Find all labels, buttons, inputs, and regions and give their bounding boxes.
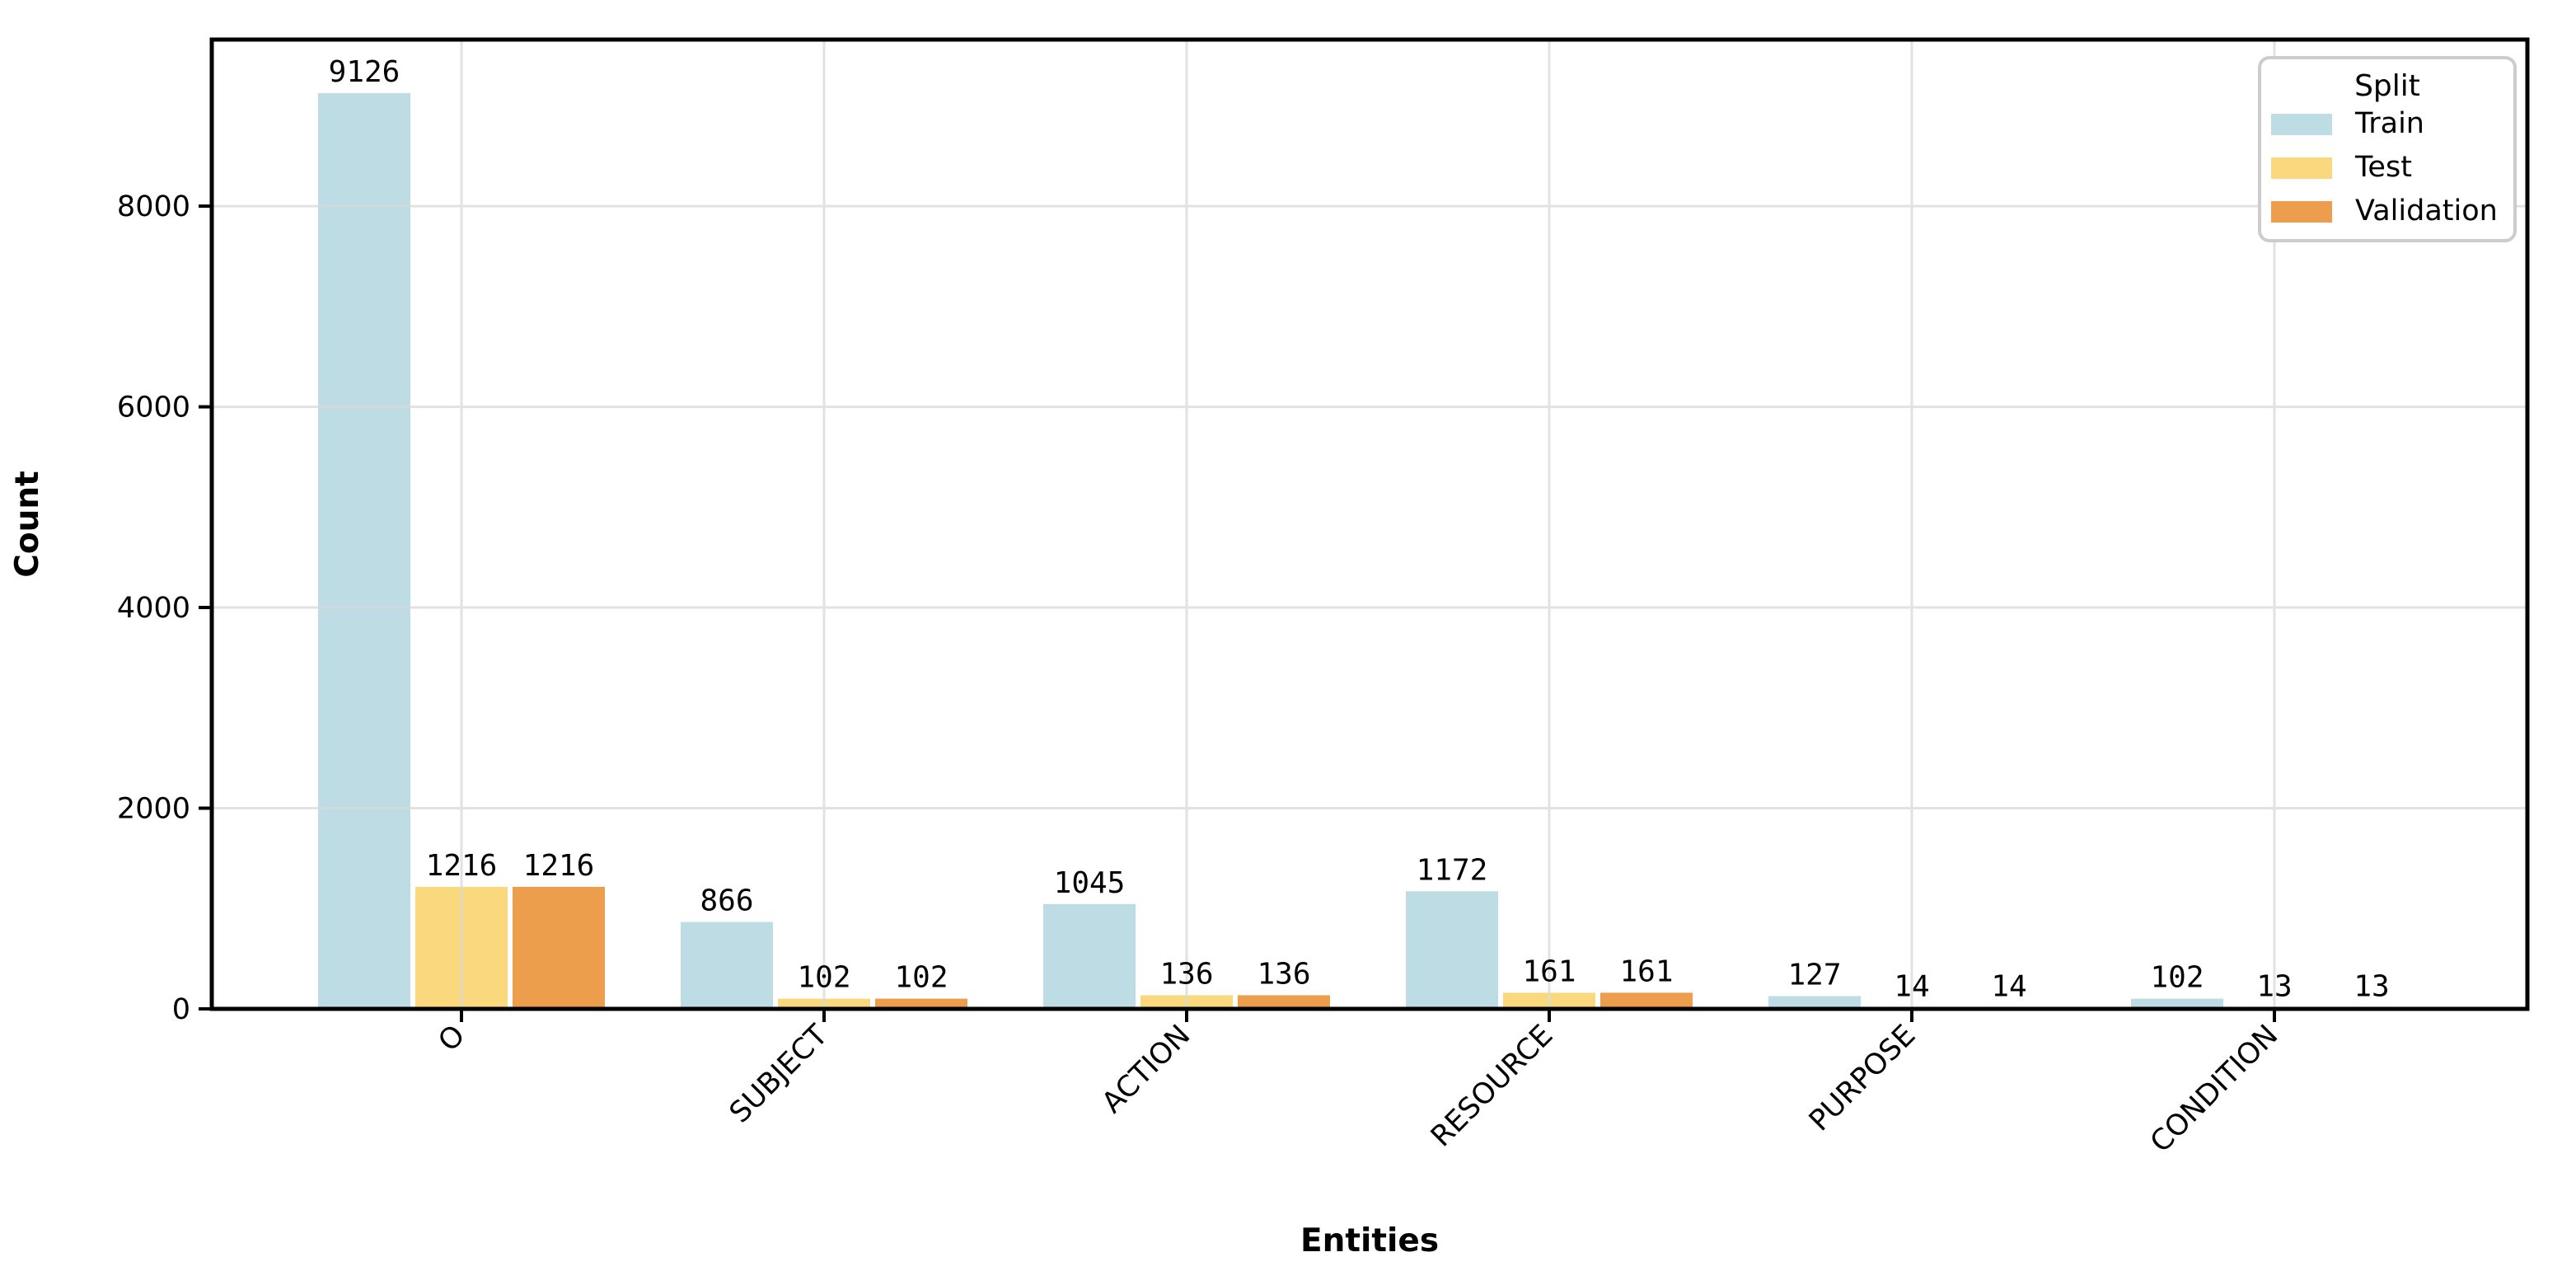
x-tick-label: O bbox=[433, 1019, 472, 1058]
bar-value-label: 1045 bbox=[1054, 866, 1126, 900]
legend-swatch-train bbox=[2271, 114, 2332, 135]
bar-train-o bbox=[318, 93, 410, 1010]
x-axis-label: Entities bbox=[1300, 1222, 1439, 1259]
y-tick-label: 8000 bbox=[117, 190, 190, 223]
bar-value-label: 9126 bbox=[329, 55, 400, 89]
legend-swatch-validation bbox=[2271, 201, 2332, 223]
bar-value-label: 127 bbox=[1787, 959, 1841, 992]
bar-value-label: 13 bbox=[2354, 969, 2389, 1003]
bar-train-resource bbox=[1406, 891, 1498, 1009]
bar-train-action bbox=[1043, 903, 1136, 1009]
bar-value-label: 866 bbox=[700, 884, 753, 918]
bar-validation-resource bbox=[1600, 992, 1693, 1009]
bar-validation-o bbox=[513, 886, 605, 1009]
bar-value-label: 136 bbox=[1257, 957, 1310, 991]
bar-train-purpose bbox=[1768, 996, 1861, 1009]
bar-value-label: 1216 bbox=[426, 849, 498, 883]
bar-validation-subject bbox=[875, 998, 967, 1009]
legend-label-validation: Validation bbox=[2355, 195, 2498, 227]
bar-train-condition bbox=[2131, 998, 2223, 1009]
bar-value-label: 136 bbox=[1159, 957, 1213, 991]
x-tick-label: CONDITION bbox=[2144, 1019, 2284, 1159]
bar-value-label: 14 bbox=[1894, 969, 1929, 1003]
x-tick-label: PURPOSE bbox=[1803, 1019, 1922, 1137]
bar-value-label: 14 bbox=[1991, 969, 2026, 1003]
bar-value-label: 102 bbox=[2150, 961, 2204, 995]
legend-box bbox=[2258, 56, 2517, 242]
y-tick-label: 4000 bbox=[117, 592, 190, 625]
y-tick-label: 2000 bbox=[117, 793, 190, 826]
bar-train-subject bbox=[681, 922, 773, 1009]
bar-value-label: 161 bbox=[1522, 954, 1576, 988]
bar-validation-action bbox=[1238, 995, 1330, 1009]
y-tick-label: 6000 bbox=[117, 392, 190, 424]
legend: Split Train Test Validation bbox=[2258, 56, 2517, 242]
legend-title: Split bbox=[2354, 69, 2420, 103]
plot-frame bbox=[209, 37, 2530, 1011]
y-axis-label: Count bbox=[9, 471, 46, 578]
bar-value-label: 1216 bbox=[523, 849, 595, 883]
bar-value-label: 102 bbox=[894, 961, 948, 995]
legend-label-train: Train bbox=[2354, 107, 2424, 140]
legend-swatch-test bbox=[2271, 157, 2332, 179]
x-tick-label: RESOURCE bbox=[1425, 1019, 1559, 1153]
bar-value-label: 1172 bbox=[1417, 853, 1488, 887]
x-tick-label: ACTION bbox=[1096, 1019, 1197, 1119]
x-tick-label: SUBJECT bbox=[724, 1019, 835, 1130]
y-tick-label: 0 bbox=[172, 993, 190, 1026]
bars-group bbox=[318, 93, 2418, 1010]
bar-value-label: 102 bbox=[797, 961, 850, 995]
grid-group bbox=[212, 40, 2527, 1009]
ticks-group bbox=[199, 204, 2276, 1022]
legend-label-test: Test bbox=[2354, 151, 2412, 184]
bar-labels-group: 9126 866 1045 1172 127 102 1216 102 136 161 14 13 12… bbox=[329, 55, 2390, 1003]
bar-value-label: 13 bbox=[2256, 969, 2292, 1003]
bar-value-label: 161 bbox=[1619, 954, 1673, 988]
